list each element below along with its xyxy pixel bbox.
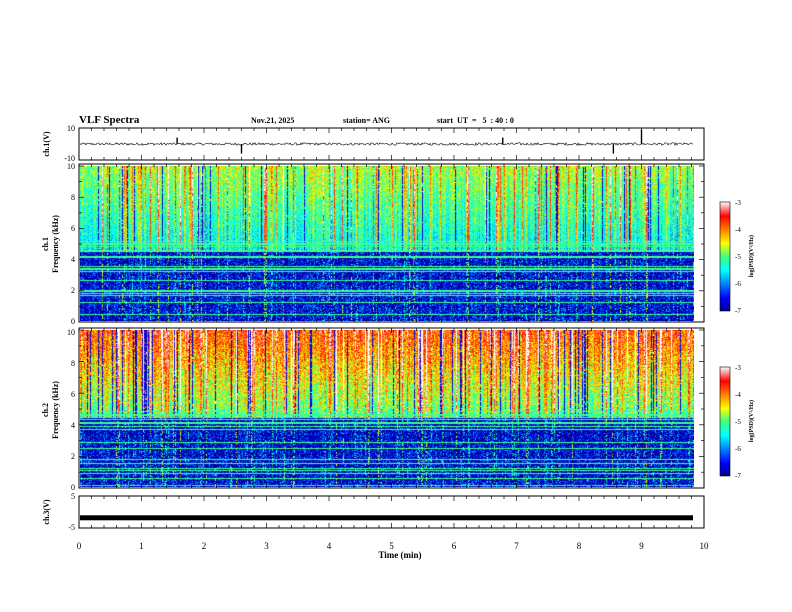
cb2-tick-m4: -4 bbox=[735, 391, 741, 399]
ch1-spec-ytick-10: 10 bbox=[67, 162, 75, 171]
ch1-waveform-trace bbox=[79, 142, 694, 147]
cb1-tick-m7: -7 bbox=[735, 307, 741, 315]
ch1-spec-ytick-6: 6 bbox=[71, 224, 75, 233]
cb2-tick-m5: -5 bbox=[735, 418, 741, 426]
ch2-spec-ylabel: ch.2 bbox=[41, 403, 50, 417]
cb2-tick-m6: -6 bbox=[735, 445, 741, 453]
ch2-spec-ytick-4: 4 bbox=[71, 421, 75, 430]
ch1-spec-ylabel-freq: Frequency (kHz) bbox=[51, 215, 60, 273]
xtick-label-6: 6 bbox=[452, 541, 457, 551]
ch3-waveform-trace bbox=[80, 515, 693, 521]
xtick-label-1: 1 bbox=[139, 541, 144, 551]
cb1-tick-m3: -3 bbox=[735, 199, 741, 207]
start-time-label: start UT = 5 : 40 : 0 bbox=[437, 116, 514, 125]
xtick-label-3: 3 bbox=[264, 541, 269, 551]
date-label: Nov.21, 2025 bbox=[251, 116, 294, 125]
figure-title: VLF Spectra bbox=[79, 114, 140, 126]
ch1-ytick-top: 10 bbox=[67, 124, 75, 133]
ch1-ylabel: ch.1(V) bbox=[42, 131, 51, 156]
ch2-spec-ytick-10: 10 bbox=[67, 328, 75, 337]
ch1-colorbar: -3 -4 -5 -6 -7 log(PSD)(V²/Hz) bbox=[719, 199, 755, 315]
ch1-spec-ytick-4: 4 bbox=[71, 255, 75, 264]
cb1-label: log(PSD)(V²/Hz) bbox=[748, 235, 755, 277]
cb2-tick-m7: -7 bbox=[735, 472, 741, 480]
xtick-label-0: 0 bbox=[77, 541, 82, 551]
ch1-ytick-bottom: -10 bbox=[64, 154, 75, 163]
cb1-tick-m4: -4 bbox=[735, 226, 741, 234]
xtick-label-5: 5 bbox=[389, 541, 394, 551]
station-label: station= ANG bbox=[343, 116, 390, 125]
xtick-label-10: 10 bbox=[700, 541, 710, 551]
ch2-spectrogram-image bbox=[80, 330, 694, 487]
ch1-spectrogram-image bbox=[80, 166, 694, 321]
ch3-ytick-top: 5 bbox=[71, 492, 75, 501]
ch2-spectrogram-panel: 0 2 4 6 8 10 ch.2 Frequency (kHz) bbox=[41, 327, 705, 492]
cb2-tick-m3: -3 bbox=[735, 364, 741, 372]
xtick-label-9: 9 bbox=[639, 541, 644, 551]
xtick-label-4: 4 bbox=[327, 541, 332, 551]
ch2-spec-ytick-6: 6 bbox=[71, 390, 75, 399]
xtick-label-7: 7 bbox=[514, 541, 519, 551]
ch1-spec-ylabel: ch.1 bbox=[41, 237, 50, 251]
ch1-spec-ytick-0: 0 bbox=[71, 317, 75, 326]
ch2-colorbar: -3 -4 -5 -6 -7 log(PSD)(V²/Hz) bbox=[719, 364, 755, 480]
cb2-label: log(PSD)(V²/Hz) bbox=[748, 400, 755, 442]
ch2-spec-ytick-0: 0 bbox=[71, 483, 75, 492]
xtick-label-8: 8 bbox=[577, 541, 582, 551]
ch2-spec-ytick-8: 8 bbox=[71, 359, 75, 368]
x-axis-tick-labels: 0 1 2 3 4 5 6 7 8 9 10 bbox=[77, 541, 709, 551]
ch2-spec-ylabel-freq: Frequency (kHz) bbox=[51, 381, 60, 439]
ch3-ylabel: ch.3(V) bbox=[42, 499, 51, 524]
ch3-waveform-panel: 5 -5 ch.3(V) bbox=[42, 492, 705, 532]
ch3-ytick-bottom: -5 bbox=[68, 523, 75, 532]
ch1-waveform-panel: 10 -10 ch.1(V) bbox=[42, 124, 705, 163]
xtick-label-2: 2 bbox=[202, 541, 207, 551]
ch1-spectrogram-panel: 0 2 4 6 8 10 ch.1 Frequency (kHz) bbox=[41, 162, 705, 326]
x-axis-label: Time (min) bbox=[378, 550, 421, 560]
ch1-spec-ytick-2: 2 bbox=[71, 286, 75, 295]
x-axis-ticks bbox=[78, 128, 705, 528]
ch2-spec-ytick-2: 2 bbox=[71, 452, 75, 461]
cb1-tick-m5: -5 bbox=[735, 253, 741, 261]
ch1-spec-ytick-8: 8 bbox=[71, 193, 75, 202]
cb1-tick-m6: -6 bbox=[735, 280, 741, 288]
